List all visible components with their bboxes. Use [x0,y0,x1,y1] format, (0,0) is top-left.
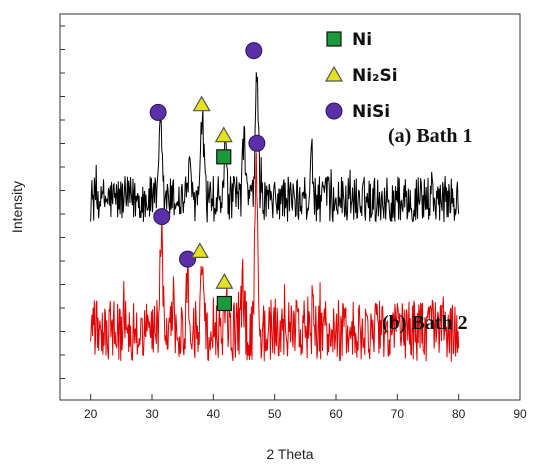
x-tick-label: 80 [452,407,466,421]
x-tick-label: 90 [513,407,527,421]
phase-marker-circle [248,134,266,152]
phase-marker-circle [149,103,167,121]
phase-marker-triangle [192,95,211,112]
phase-marker-triangle [214,126,233,143]
legend: Ni Ni₂Si NiSi [324,30,398,122]
legend-label: NiSi [352,102,390,122]
legend-marker-square [326,31,342,47]
phase-marker-triangle [190,242,209,258]
phase-marker-circle [245,42,263,60]
legend-label: Ni₂Si [352,66,398,86]
series-line-bath-1 [90,72,460,223]
legend-marker-triangle [324,65,344,82]
phase-marker-square [216,295,232,312]
x-axis-ticks: 20 30 40 50 60 70 80 90 [84,394,527,421]
series-line-bath-2 [90,152,460,362]
phase-marker-layer [149,42,266,312]
x-axis-title: 2 Theta [266,446,313,462]
panel-label: (b) Bath 2 [382,312,468,334]
x-tick-label: 20 [84,407,98,421]
panel-label: (a) Bath 1 [388,125,472,147]
x-tick-label: 70 [391,407,405,421]
plot-area [59,13,521,401]
y-axis-ticks [60,25,65,379]
legend-marker-circle [325,102,343,120]
x-tick-label: 50 [268,407,282,421]
phase-marker-triangle [215,273,234,289]
series-layer [90,72,460,362]
panel-labels: (a) Bath 1 (b) Bath 2 [382,125,472,334]
x-tick-label: 40 [207,407,221,421]
legend-label: Ni [352,30,372,50]
phase-marker-circle [153,208,171,226]
x-tick-label: 60 [329,407,343,421]
plot-frame [59,13,521,401]
phase-marker-circle [179,250,197,268]
phase-marker-square [216,149,232,165]
y-axis-title: Intensity [9,181,25,233]
x-tick-label: 30 [145,407,159,421]
